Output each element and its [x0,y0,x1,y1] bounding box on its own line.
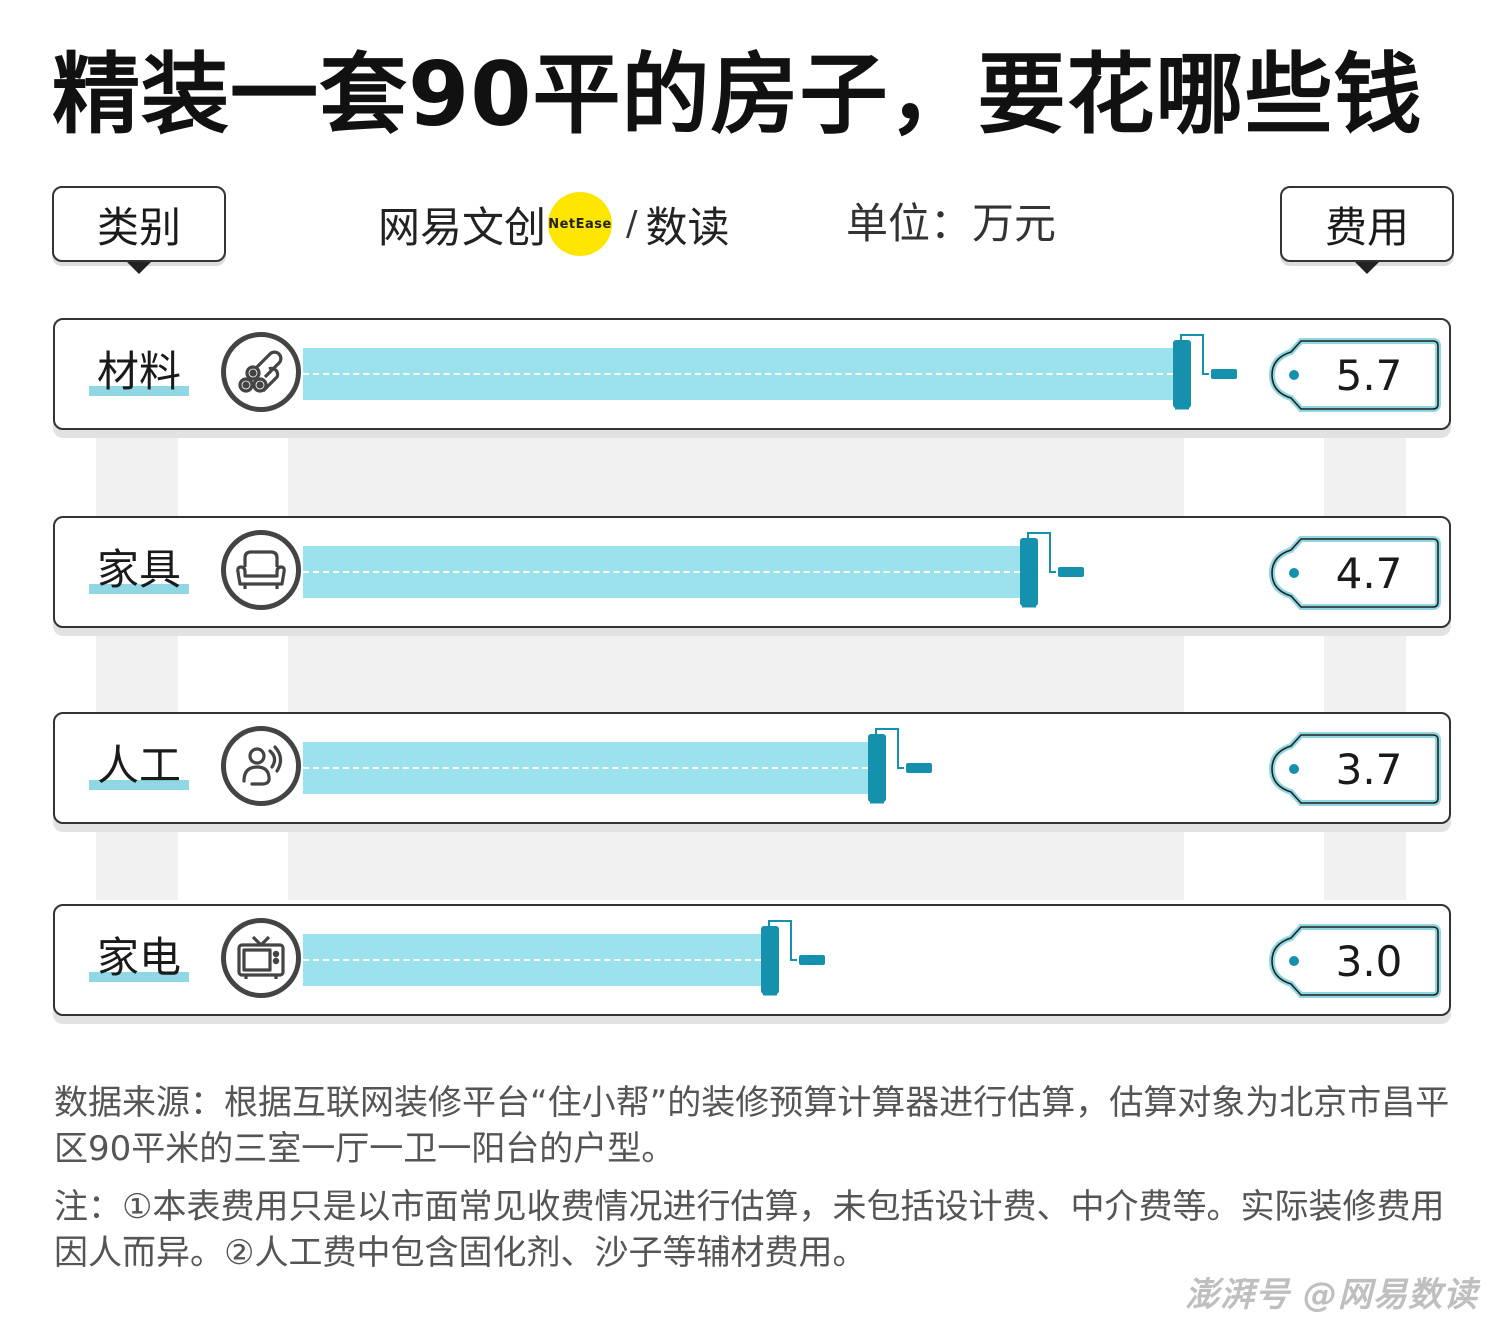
bar-dash-line [303,959,761,961]
value-label: 3.7 [1335,745,1403,794]
label-highlight [89,584,189,594]
page-title: 精装一套90平的房子，要花哪些钱 [52,43,1423,146]
logo-sub: 数读 [645,202,730,252]
watermark: 澎湃号 @网易数读 [1185,1275,1478,1315]
chart-row: 人工 3.7 [53,712,1451,824]
paint-roller-icon [1173,334,1263,414]
label-highlight [89,972,189,982]
category-label-text: 材料 [96,347,181,396]
pipes-icon [221,332,301,412]
chart-row: 家电 3.0 [53,904,1451,1016]
tv-icon [221,918,301,998]
cost-header: 费用 [1280,186,1454,274]
paint-roller-icon [761,920,851,1000]
category-label-text: 家具 [96,545,181,594]
bar [303,934,761,986]
down-arrow-icon [1355,262,1379,274]
category-label-text: 家电 [96,933,181,982]
unit-label: 单位：万元 [846,199,1057,248]
value-label: 3.0 [1335,937,1403,986]
value-tag: 4.7 [1269,536,1441,610]
paint-roller-icon [868,728,958,808]
bar-dash-line [303,571,1020,573]
value-tag: 3.0 [1269,924,1441,998]
bar-dash-line [303,373,1173,375]
value-tag: 3.7 [1269,732,1441,806]
source-note: 数据来源：根据互联网装修平台“住小帮”的装修预算计算器进行估算，估算对象为北京市… [54,1083,1450,1169]
label-highlight [89,780,189,790]
bar [303,348,1173,400]
remark-note: 注：①本表费用只是以市面常见收费情况进行估算，未包括设计费、中介费等。实际装修费… [54,1187,1445,1273]
bar [303,546,1020,598]
background-rail [96,430,178,900]
background-rail [1324,430,1406,900]
down-arrow-icon [127,262,151,274]
category-label: 家电 [89,930,189,986]
worker-icon [221,726,301,806]
paint-roller-icon [1020,532,1110,612]
category-label: 家具 [89,542,189,598]
category-header-label: 类别 [96,202,181,252]
category-label: 人工 [89,738,189,794]
logo-slash: / [626,204,638,244]
chart-row: 材料 5.7 [53,318,1451,430]
sofa-icon [221,530,301,610]
chart-row: 家具 4.7 [53,516,1451,628]
logo-badge: NetEase [548,192,613,256]
category-label-text: 人工 [96,741,181,790]
bar-dash-line [303,767,868,769]
cost-header-label: 费用 [1324,202,1409,252]
background-rail [288,430,1184,900]
category-header: 类别 [52,186,226,274]
value-tag: 5.7 [1269,338,1441,412]
value-label: 4.7 [1335,549,1403,598]
logo-text: 网易文创 [378,202,547,252]
netease-logo: 网易文创 NetEase / 数读 [378,192,730,256]
category-label: 材料 [89,344,189,400]
label-highlight [89,386,189,396]
value-label: 5.7 [1335,351,1403,400]
bar [303,742,868,794]
